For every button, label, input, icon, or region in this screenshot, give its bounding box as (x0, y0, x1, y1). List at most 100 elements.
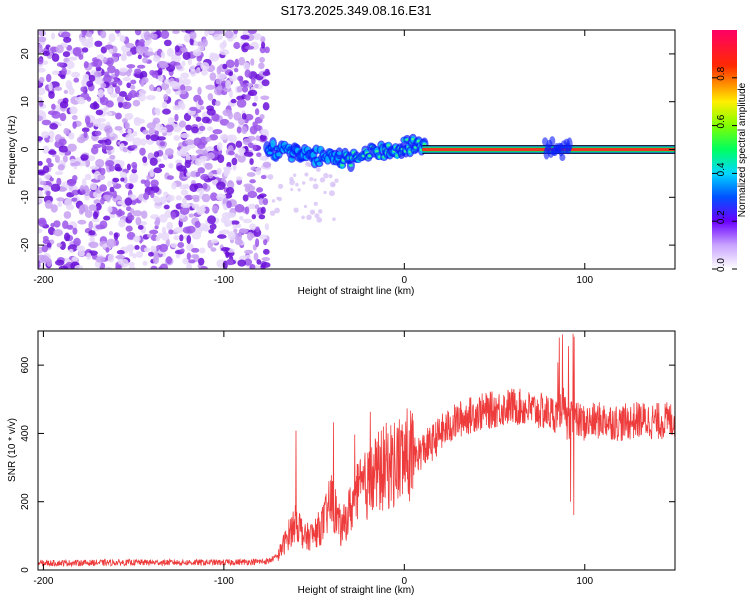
noise-blob (132, 131, 138, 137)
noise-blob (88, 220, 94, 230)
noise-blob (104, 125, 113, 134)
noise-blob (244, 113, 254, 121)
noise-blob (125, 225, 133, 232)
noise-blob (91, 217, 100, 223)
noise-blob (105, 266, 112, 269)
noise-blob (261, 41, 266, 49)
noise-blob (179, 234, 184, 242)
snr-xtick-label: -200 (33, 576, 53, 587)
noise-blob (143, 31, 151, 41)
noise-blob (45, 73, 52, 83)
noise-blob (94, 40, 103, 47)
noise-blob (94, 130, 102, 136)
noise-blob (117, 200, 124, 205)
noise-blob (196, 41, 205, 47)
noise-blob (58, 138, 67, 146)
noise-blob (95, 224, 106, 230)
spectrogram-xtick-label: -200 (33, 275, 53, 286)
spectrogram-ytick-label: -10 (20, 190, 31, 205)
noise-blob (133, 117, 142, 127)
noise-blob (244, 206, 250, 215)
noise-blob (210, 239, 219, 244)
noise-blob (210, 247, 217, 252)
noise-blob (81, 127, 90, 133)
noise-blob (38, 109, 44, 115)
noise-blob (107, 180, 112, 188)
noise-blob (255, 238, 260, 248)
noise-blob (140, 179, 147, 184)
sparse-blob (319, 177, 326, 183)
snr-plot-area (38, 331, 675, 570)
ridge-inner (375, 150, 379, 153)
noise-blob (167, 117, 175, 125)
noise-blob (86, 80, 94, 88)
noise-blob (207, 215, 216, 224)
noise-blob (219, 49, 230, 56)
noise-blob (94, 76, 104, 85)
noise-blob (249, 179, 256, 184)
noise-blob (41, 60, 49, 65)
noise-blob (262, 197, 269, 206)
noise-blob (215, 30, 222, 34)
noise-blob (54, 86, 63, 91)
noise-blob (104, 71, 110, 78)
noise-blob (216, 167, 222, 175)
noise-blob (264, 46, 270, 54)
noise-blob (242, 194, 249, 202)
noise-blob (261, 79, 270, 87)
noise-blob (62, 155, 68, 163)
noise-blob (259, 46, 266, 54)
ridge-inner (422, 142, 427, 146)
sparse-blob (271, 199, 276, 203)
noise-blob (189, 183, 199, 193)
snr-ytick-label: 600 (20, 356, 31, 373)
noise-blob (150, 265, 158, 269)
noise-blob (224, 30, 234, 39)
noise-blob (57, 164, 65, 171)
noise-blob (88, 230, 96, 236)
noise-blob (185, 225, 196, 234)
sparse-blob (293, 173, 297, 177)
noise-blob (180, 189, 189, 196)
noise-blob (73, 237, 81, 247)
noise-blob (107, 87, 113, 94)
noise-blob (108, 213, 116, 219)
noise-blob (215, 78, 223, 85)
noise-blob (50, 204, 58, 213)
noise-blob (50, 183, 61, 192)
noise-blob (95, 66, 102, 72)
sparse-blob (301, 181, 306, 185)
noise-blob (191, 231, 202, 240)
sparse-blob (316, 217, 323, 223)
noise-blob (56, 242, 62, 248)
noise-blob (261, 257, 271, 262)
noise-blob (197, 99, 204, 106)
spectrogram-heatmap (38, 30, 675, 269)
noise-blob (233, 67, 239, 73)
noise-blob (132, 137, 142, 147)
noise-blob (229, 134, 237, 143)
noise-blob (182, 51, 191, 60)
noise-blob (44, 200, 53, 209)
noise-blob (51, 70, 60, 75)
snr-panel: -200 -100 0 100 0 200 400 600 Height of straigh… (7, 330, 676, 596)
noise-blob (38, 254, 46, 264)
noise-blob (125, 42, 135, 49)
noise-blob (261, 262, 271, 268)
noise-blob (211, 113, 220, 122)
noise-blob (226, 186, 235, 195)
noise-blob (239, 76, 244, 85)
noise-blob (263, 238, 268, 246)
noise-blob (58, 265, 69, 269)
noise-blob (42, 235, 49, 241)
noise-blob (196, 187, 205, 193)
noise-blob (164, 148, 174, 156)
noise-blob (197, 86, 202, 96)
noise-blob (153, 167, 163, 174)
noise-blob (180, 84, 186, 92)
noise-blob (130, 79, 137, 85)
noise-blob (179, 148, 186, 155)
noise-blob (110, 93, 118, 98)
noise-blob (109, 186, 115, 193)
noise-blob (250, 166, 257, 171)
